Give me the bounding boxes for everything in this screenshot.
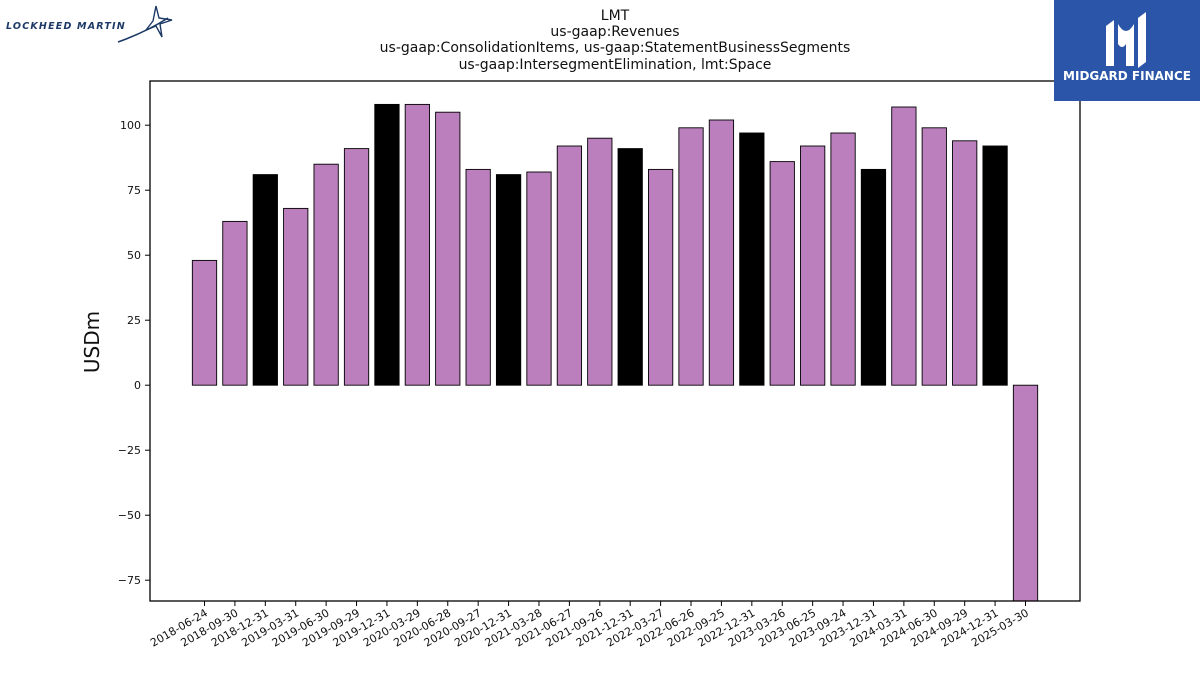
bar-2021-09-26 — [587, 137, 613, 386]
plot-frame — [149, 80, 1081, 602]
x-axis-ticks: 2018-06-242018-09-302018-12-312019-03-31… — [148, 601, 1031, 650]
y-axis-label: USDm — [80, 311, 104, 373]
bar-2019-09-29 — [343, 148, 370, 386]
bar-2020-09-27 — [465, 168, 491, 386]
bar-2020-06-28 — [435, 111, 461, 386]
chart-title: LMT us-gaap:Revenues us-gaap:Consolidati… — [380, 8, 851, 73]
y-tick-label: 50 — [127, 249, 141, 262]
bar-2024-09-29 — [952, 140, 978, 386]
bar-2023-03-26 — [769, 161, 795, 386]
bar-2019-03-31 — [283, 207, 309, 386]
title-line-2: us-gaap:Revenues — [550, 24, 679, 40]
y-tick-label: 75 — [127, 184, 141, 197]
bar-2021-12-31 — [617, 148, 643, 386]
y-tick-label: −75 — [118, 574, 141, 587]
bar-2022-09-25 — [708, 119, 735, 386]
y-tick-label: 100 — [120, 119, 141, 132]
y-tick-label: 25 — [127, 314, 141, 327]
y-tick-label: −25 — [118, 444, 141, 457]
bar-2023-12-31 — [860, 168, 887, 386]
bar-2023-06-25 — [800, 145, 826, 386]
y-tick-label: 0 — [134, 379, 141, 392]
bar-2024-12-31 — [982, 145, 1008, 386]
midgard-m-icon — [1106, 12, 1146, 68]
y-tick-label: −50 — [118, 509, 141, 522]
bar-2023-09-24 — [830, 132, 856, 386]
bar-2022-12-31 — [739, 132, 765, 386]
bar-2018-09-30 — [222, 220, 248, 386]
bars — [191, 103, 1039, 602]
star-swoosh-icon — [117, 5, 173, 43]
bar-2018-06-24 — [191, 259, 218, 386]
bar-2022-03-27 — [648, 168, 674, 386]
bar-2019-06-30 — [313, 163, 339, 386]
y-axis-ticks: −75 −50 −25 0 25 50 75 100 — [118, 119, 150, 587]
bar-2019-12-31 — [374, 103, 400, 386]
bar-2021-06-27 — [556, 145, 583, 386]
bar-2021-03-28 — [526, 171, 552, 386]
bar-2020-03-29 — [404, 103, 430, 386]
bar-2018-12-31 — [252, 174, 278, 386]
bar-2024-03-31 — [891, 106, 917, 386]
midgard-finance-logo: MIDGARD FINANCE — [1054, 0, 1200, 101]
midgard-finance-logo-text: MIDGARD FINANCE — [1063, 69, 1191, 83]
lockheed-martin-logo-text: LOCKHEED MARTIN — [6, 21, 126, 32]
bar-2022-06-26 — [678, 127, 704, 386]
title-line-4: us-gaap:IntersegmentElimination, lmt:Spa… — [459, 57, 772, 73]
bar-2024-06-30 — [921, 127, 947, 386]
lockheed-martin-logo: LOCKHEED MARTIN — [4, 4, 174, 44]
bar-2025-03-30 — [1012, 384, 1039, 602]
bar-2020-12-31 — [495, 174, 522, 386]
title-line-3: us-gaap:ConsolidationItems, us-gaap:Stat… — [380, 40, 851, 56]
title-line-1: LMT — [601, 8, 630, 24]
